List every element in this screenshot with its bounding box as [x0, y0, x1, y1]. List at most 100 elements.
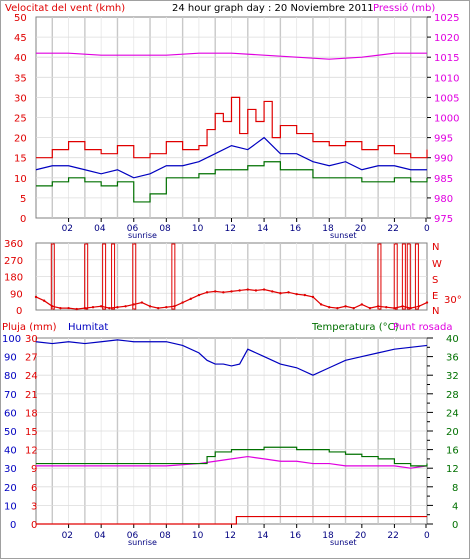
- x-tick-label: 04: [94, 531, 106, 541]
- wind-y-tick-label: 10: [14, 174, 27, 185]
- rain-line: [36, 515, 427, 525]
- humidity-line: [35, 339, 428, 376]
- x-tick-label: 16: [290, 531, 302, 541]
- x-tick-label: 14: [257, 224, 269, 234]
- humidity-y-tick-label: 0: [10, 520, 16, 531]
- rain-y-tick-label: 15: [25, 427, 38, 438]
- chart-title: 24 hour graph day : 20 Noviembre 2011: [172, 3, 374, 14]
- temperature-y-tick-label: 20: [446, 427, 459, 438]
- direction-spike: [377, 243, 382, 310]
- x-tick-label: 06: [127, 224, 139, 234]
- humidity-axis-title: Humitat: [68, 322, 108, 333]
- rain-y-tick-label: 6: [31, 483, 37, 494]
- direction-y-tick-label: 90: [10, 289, 23, 300]
- temperature-y-tick-label: 0: [452, 520, 458, 531]
- temperature-y-tick-label: 28: [446, 390, 459, 401]
- direction-spike: [171, 243, 176, 310]
- temperature-y-tick-label: 36: [446, 353, 459, 364]
- x-tick-label: 0: [424, 531, 430, 541]
- temperature-y-tick-label: 32: [446, 371, 459, 382]
- pressure-y-tick-label: 975: [434, 214, 453, 225]
- compass-s: S: [432, 275, 438, 286]
- rain-y-tick-label: 3: [31, 501, 37, 512]
- pressure-axis-title: Pressió (mb): [373, 2, 435, 14]
- pressure-y-tick-label: 990: [434, 154, 453, 165]
- x-tick-label: 22: [387, 224, 398, 234]
- sunset-label-bottom: sunset: [330, 538, 357, 547]
- compass-n-bottom: N: [432, 306, 439, 317]
- sunset-label-top: sunset: [330, 231, 357, 240]
- x-tick-label: 10: [192, 224, 204, 234]
- humidity-y-tick-label: 10: [4, 501, 17, 512]
- wind-avg-line: [35, 136, 427, 179]
- wind-y-tick-label: 45: [14, 33, 27, 44]
- direction-y-tick-label: 180: [4, 273, 23, 284]
- wind-y-tick-label: 50: [14, 13, 27, 24]
- dewpoint-line: [36, 455, 428, 469]
- x-tick-label: 14: [257, 531, 269, 541]
- wind-y-tick-label: 35: [14, 73, 27, 84]
- rain-y-tick-label: 12: [25, 446, 38, 457]
- rain-y-tick-label: 30: [25, 334, 38, 345]
- x-tick-label: 18: [322, 531, 334, 541]
- direction-offset-label: 30°: [444, 295, 462, 306]
- humidity-y-tick-label: 20: [4, 483, 17, 494]
- humidity-y-tick-label: 30: [4, 464, 17, 475]
- rain-y-tick-label: 18: [25, 408, 38, 419]
- direction-line: [35, 288, 428, 310]
- x-tick-label: 08: [159, 224, 171, 234]
- wind-y-tick-label: 20: [14, 134, 27, 145]
- x-tick-label: 08: [159, 531, 171, 541]
- x-tick-label: 10: [192, 531, 204, 541]
- x-tick-label: 06: [127, 531, 139, 541]
- x-tick-label: 02: [62, 224, 73, 234]
- pressure-y-tick-label: 980: [434, 194, 453, 205]
- x-tick-label: 20: [355, 531, 367, 541]
- temperature-y-tick-label: 12: [446, 464, 459, 475]
- wind-y-tick-label: 40: [14, 53, 27, 64]
- direction-spike: [84, 243, 89, 310]
- rain-y-tick-label: 27: [25, 353, 38, 364]
- pressure-line: [36, 52, 427, 60]
- humidity-y-tick-label: 100: [2, 334, 21, 345]
- rain-y-tick-label: 0: [31, 520, 37, 531]
- rain-y-tick-label: 24: [25, 371, 38, 382]
- wind-axis-title: Velocitat del vent (kmh): [5, 3, 125, 14]
- wind-min-line: [36, 161, 428, 203]
- compass-n-top: N: [432, 242, 439, 253]
- pressure-y-tick-label: 1000: [434, 114, 459, 125]
- rain-axis-title: Pluja (mm): [2, 322, 57, 333]
- pressure-y-tick-label: 1010: [434, 73, 459, 84]
- pressure-y-tick-label: 1015: [434, 53, 459, 64]
- direction-spike: [393, 243, 398, 310]
- x-tick-label: 12: [225, 224, 236, 234]
- direction-spike: [414, 243, 419, 310]
- sunrise-label-top: sunrise: [128, 231, 157, 240]
- x-tick-label: 04: [94, 224, 106, 234]
- pressure-y-tick-label: 1025: [434, 13, 459, 24]
- wind-y-tick-label: 0: [20, 214, 26, 225]
- direction-y-tick-label: 0: [16, 306, 22, 317]
- wind-y-tick-label: 5: [20, 194, 26, 205]
- wind-y-tick-label: 25: [14, 114, 27, 125]
- temperature-y-tick-label: 40: [446, 334, 459, 345]
- rain-y-tick-label: 21: [25, 390, 38, 401]
- x-tick-label: 16: [290, 224, 302, 234]
- direction-spike: [50, 243, 55, 310]
- direction-y-tick-label: 270: [4, 256, 23, 267]
- humidity-y-tick-label: 60: [4, 408, 17, 419]
- x-tick-label: 22: [387, 531, 398, 541]
- temperature-axis-title: Temperatura (°C): [311, 322, 399, 333]
- dewpoint-axis-title: Punt rosada: [393, 322, 452, 333]
- x-tick-label: 02: [62, 531, 73, 541]
- rain-y-tick-label: 9: [31, 464, 37, 475]
- compass-e: E: [432, 291, 438, 302]
- x-tick-label: 20: [355, 224, 367, 234]
- x-tick-label: 0: [424, 224, 430, 234]
- humidity-y-tick-label: 80: [4, 371, 17, 382]
- wind-y-tick-label: 30: [14, 93, 27, 104]
- wind-gust-line: [36, 96, 428, 159]
- pressure-y-tick-label: 995: [434, 134, 453, 145]
- pressure-y-tick-label: 1020: [434, 33, 459, 44]
